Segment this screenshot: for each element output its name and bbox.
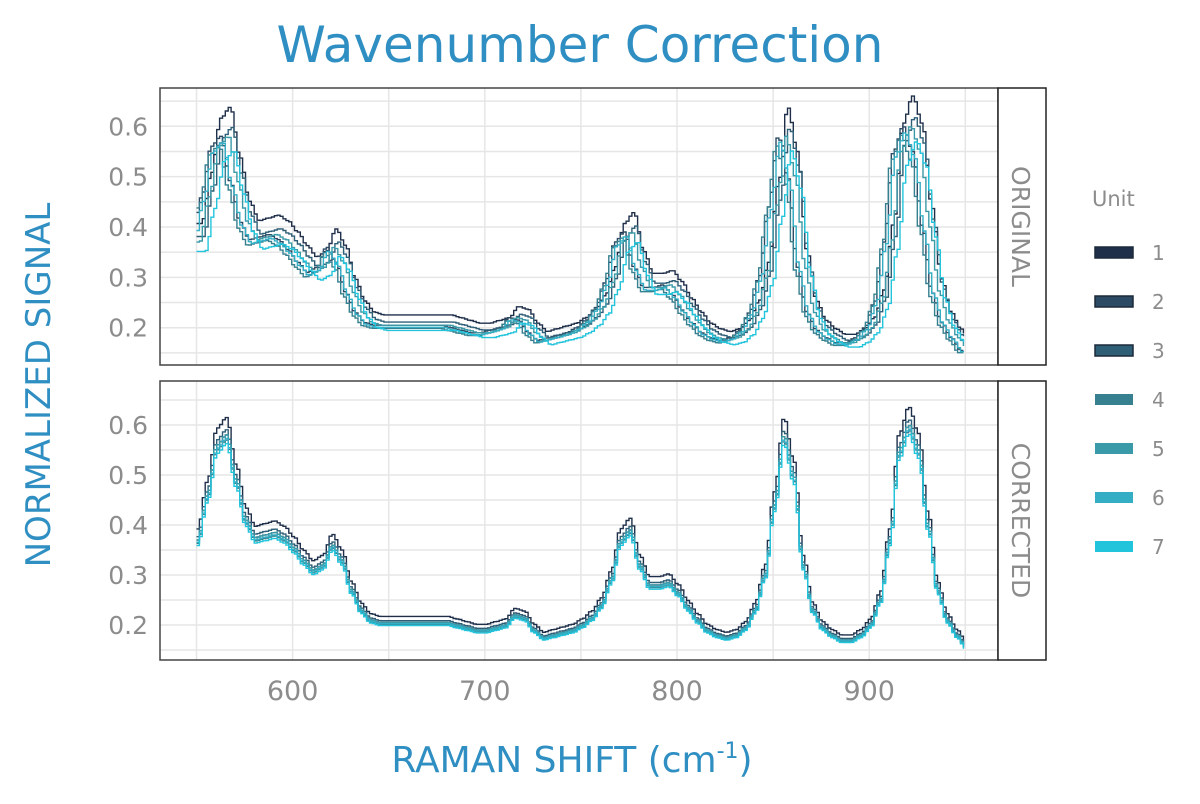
- series-line-unit-6: [196, 428, 965, 648]
- x-axis-label-sup: -1: [717, 739, 739, 764]
- legend-label-unit-4: 4: [1152, 388, 1165, 412]
- series-line-unit-7: [196, 141, 965, 348]
- y-tick-label: 0.2: [108, 314, 148, 343]
- facet-strip-label: CORRECTED: [1006, 443, 1035, 598]
- panel-original: 0.2 0.3 0.4 0.5 0.6 ORIGINAL: [108, 87, 1047, 366]
- series-line-unit-1: [196, 406, 965, 642]
- y-tick-label: 0.4: [108, 213, 148, 242]
- legend-label-unit-7: 7: [1152, 535, 1165, 559]
- series-line-unit-5: [196, 424, 965, 647]
- series-line-unit-7: [196, 433, 965, 649]
- y-axis-label: NORMALIZED SIGNAL: [19, 203, 59, 568]
- x-axis-label-end: ): [739, 740, 753, 781]
- series-line-unit-3: [196, 419, 965, 645]
- y-tick-label: 0.3: [108, 263, 148, 292]
- y-tick-label: 0.6: [108, 112, 148, 141]
- x-tick-label: 900: [843, 676, 895, 707]
- y-tick-label: 0.3: [108, 561, 148, 590]
- legend-label-unit-5: 5: [1152, 437, 1165, 461]
- facet-strip-label: ORIGINAL: [1006, 166, 1035, 287]
- panel-corrected: 0.2 0.3 0.4 0.5 0.6 CORRECTED: [108, 380, 1047, 661]
- legend-label-unit-3: 3: [1152, 339, 1165, 363]
- legend-title: Unit: [1092, 187, 1135, 211]
- series-line-unit-6: [196, 132, 965, 353]
- series-lines: [196, 95, 965, 354]
- legend-swatch-unit-5: [1095, 443, 1133, 454]
- legend-label-unit-6: 6: [1152, 486, 1165, 510]
- x-tick-label: 600: [267, 676, 319, 707]
- legend-swatch-unit-3: [1094, 344, 1134, 357]
- plot-area: [160, 381, 998, 660]
- y-tick-label: 0.5: [108, 461, 148, 490]
- legend-swatch-unit-6: [1095, 492, 1133, 503]
- x-tick-label: 800: [651, 676, 703, 707]
- y-tick-label: 0.6: [108, 411, 148, 440]
- legend-label-unit-2: 2: [1152, 290, 1165, 314]
- legend-swatch-unit-1: [1094, 246, 1134, 259]
- series-lines: [196, 406, 965, 649]
- legend-swatch-unit-4: [1095, 394, 1133, 405]
- y-tick-label: 0.2: [108, 611, 148, 640]
- x-axis-label: RAMAN SHIFT (cm-1): [391, 739, 752, 781]
- facet-strip: [997, 380, 1047, 661]
- legend-swatch-unit-7: [1095, 541, 1133, 552]
- legend-label-unit-1: 1: [1152, 241, 1165, 265]
- legend: Unit 1 2 3 4 5 6 7: [1092, 187, 1165, 559]
- x-axis-label-main: RAMAN SHIFT (cm: [391, 740, 716, 781]
- facet-strip: [997, 87, 1047, 366]
- chart-title: Wavenumber Correction: [277, 16, 884, 74]
- legend-swatch-unit-2: [1094, 295, 1134, 308]
- y-tick-label: 0.5: [108, 163, 148, 192]
- y-tick-label: 0.4: [108, 511, 148, 540]
- x-tick-label: 700: [459, 676, 511, 707]
